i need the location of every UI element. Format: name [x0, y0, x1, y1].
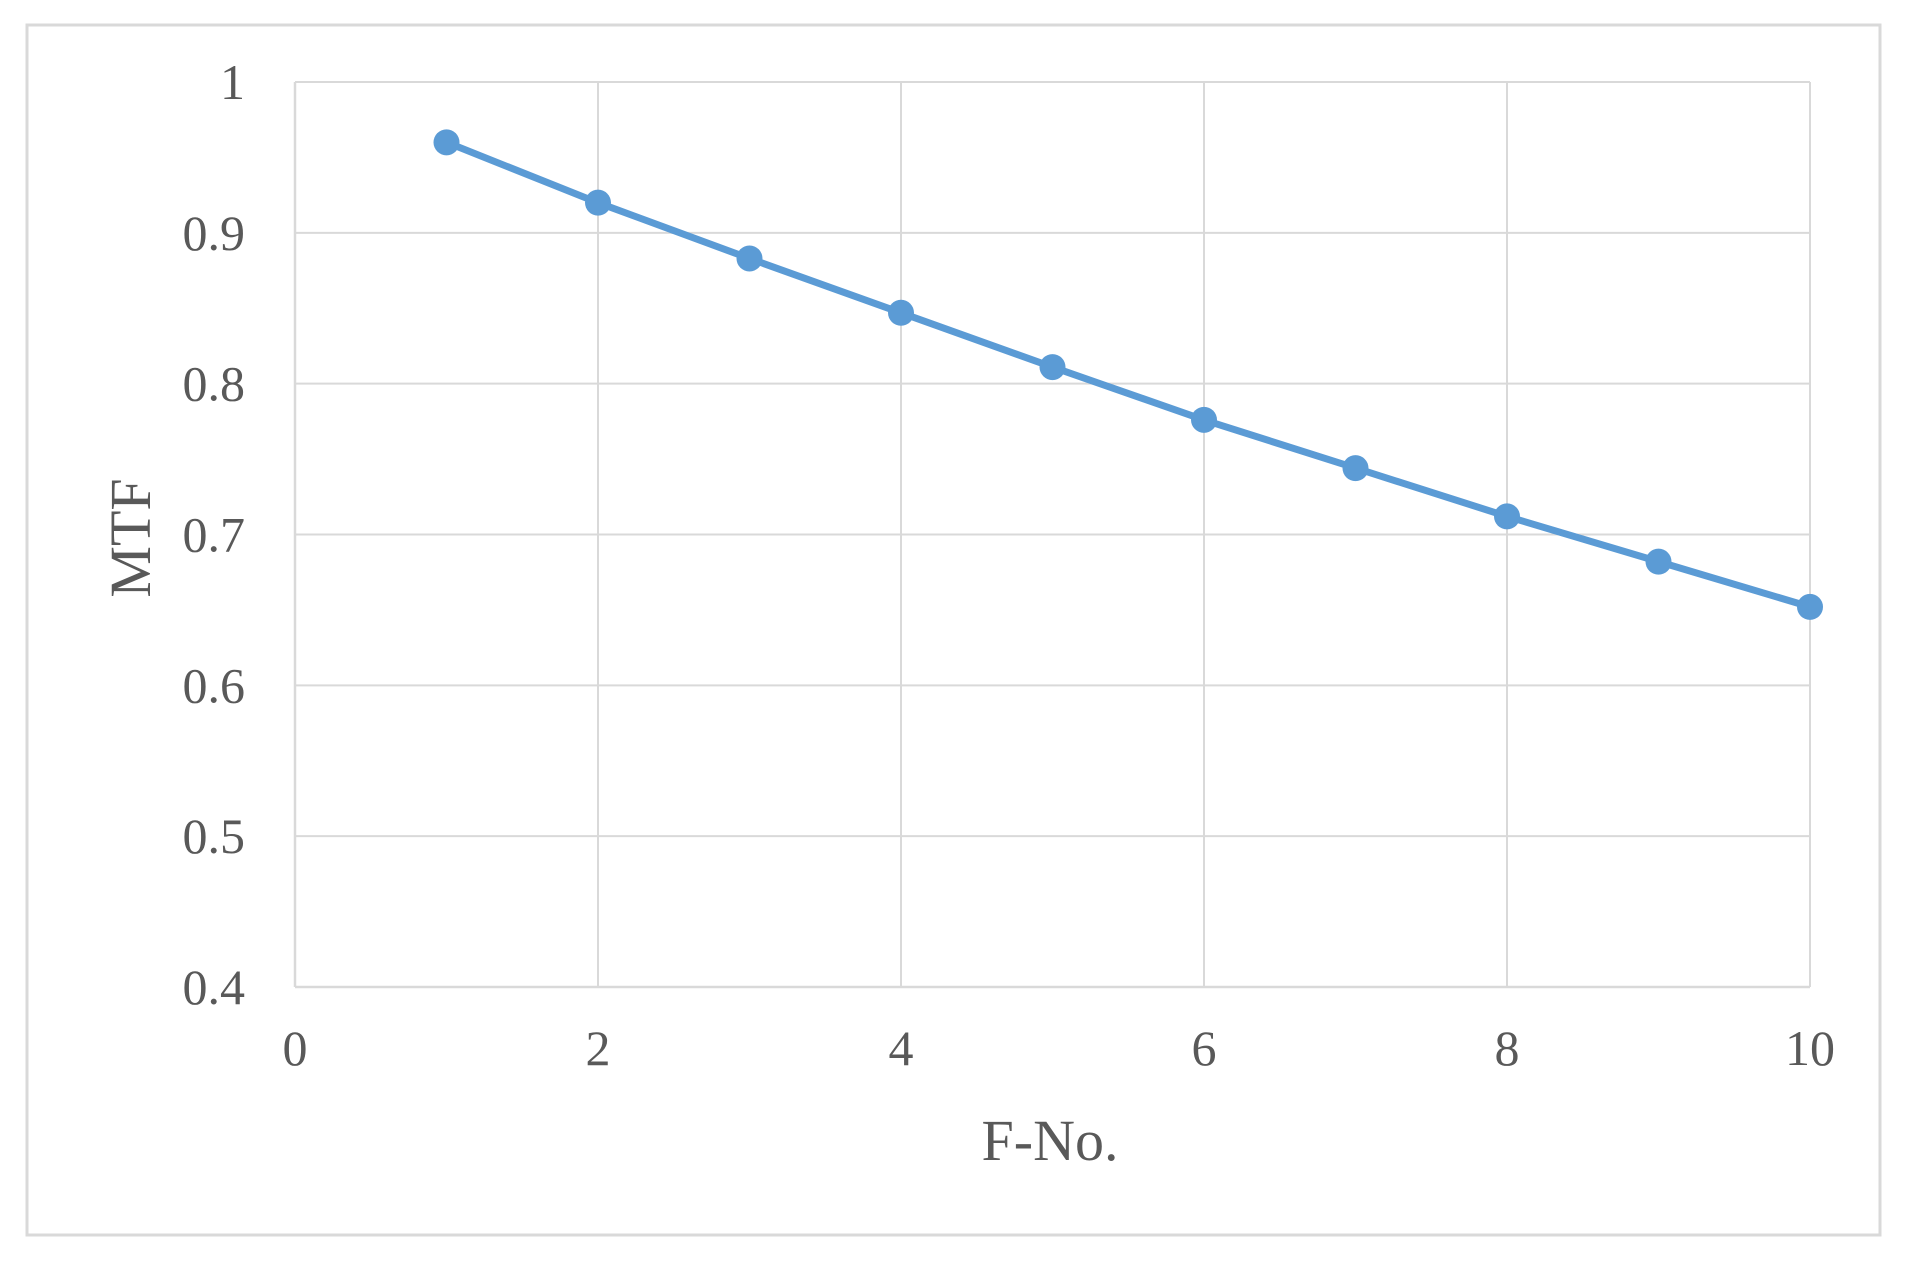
data-point — [1191, 406, 1217, 433]
y-tick-label: 0.6 — [183, 657, 246, 713]
x-tick-label: 2 — [586, 1020, 611, 1076]
data-point — [888, 299, 914, 326]
y-tick-label: 0.8 — [183, 356, 246, 412]
y-tick-label: 1 — [220, 54, 245, 110]
data-point — [1494, 503, 1520, 530]
y-tick-label: 0.4 — [183, 959, 246, 1015]
x-tick-label: 4 — [889, 1020, 914, 1076]
data-point — [1342, 455, 1369, 482]
x-tick-label: 8 — [1495, 1020, 1520, 1076]
tick-labels: 0.40.50.60.70.80.910 2 4 6 8 10 — [183, 54, 1836, 1076]
data-point — [736, 245, 763, 272]
x-tick-label: 0 — [283, 1020, 308, 1076]
x-axis-title: F-No. — [982, 1108, 1119, 1173]
data-point — [433, 129, 460, 156]
y-tick-label: 0.9 — [183, 205, 246, 261]
axes — [293, 82, 1810, 989]
y-axis-title: MTF — [98, 478, 163, 597]
series-line — [443, 138, 1814, 611]
y-tick-label: 0.7 — [183, 507, 246, 563]
x-tick-label: 10 — [1785, 1020, 1835, 1076]
data-point — [1039, 354, 1066, 381]
data-point — [1797, 593, 1823, 620]
data-point — [1645, 548, 1672, 575]
y-tick-label: 0.5 — [183, 808, 246, 864]
data-point — [585, 189, 611, 216]
x-tick-label: 6 — [1192, 1020, 1217, 1076]
chart-border — [25, 23, 1882, 1237]
series-layer — [433, 129, 1823, 620]
